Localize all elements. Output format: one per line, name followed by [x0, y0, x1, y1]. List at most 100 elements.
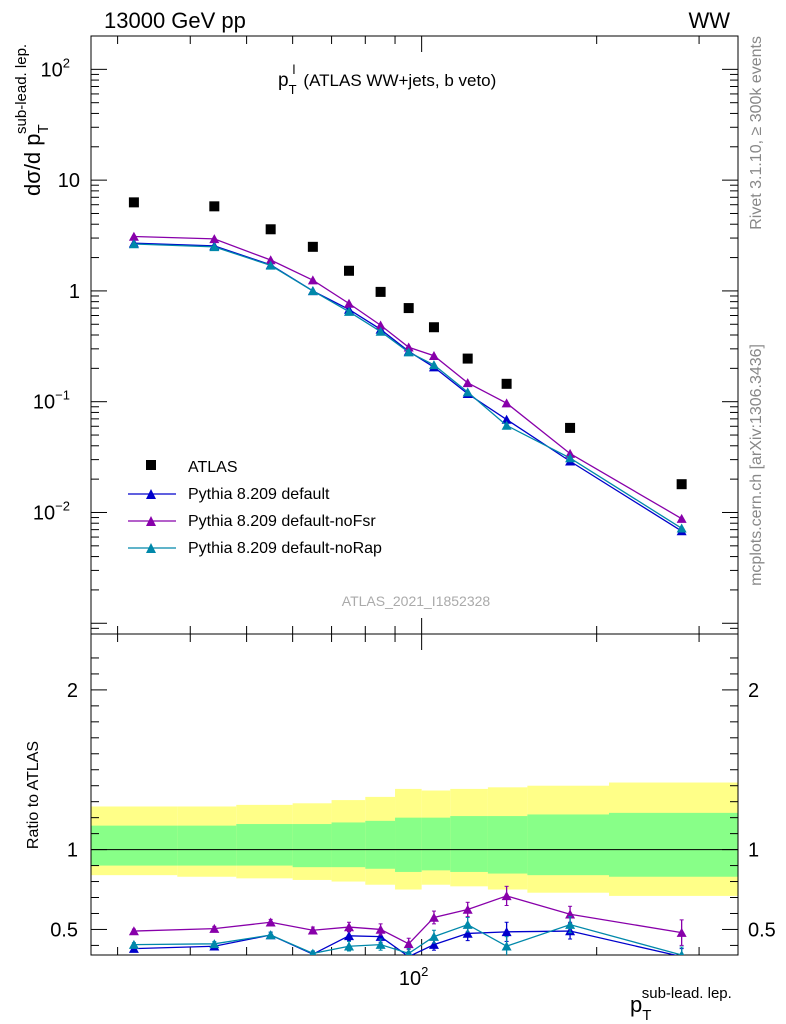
ratio-data-point: [462, 928, 473, 938]
band-green-segment: [331, 822, 366, 868]
mc-data-point: [501, 414, 512, 424]
ratio-tick-label-right: 2: [748, 680, 759, 702]
legend-marker-default: [146, 489, 156, 499]
ratio-data-point: [403, 939, 414, 949]
side-label-lower: mcplots.cern.ch [arXiv:1306.3436]: [748, 344, 765, 586]
mc-data-point: [343, 306, 354, 316]
ratio-data-point: [565, 919, 576, 929]
ratio-data-point: [265, 930, 276, 940]
mc-data-point: [501, 398, 512, 408]
ratio-series-line: [133, 895, 682, 945]
mc-data-point: [462, 378, 473, 388]
main-title-p: p: [278, 70, 289, 91]
x-axis-label: pTsub-lead. lep.: [630, 985, 732, 1024]
mc-series-line: [133, 235, 682, 520]
ratio-series-group: [128, 885, 687, 955]
ratio-data-point: [462, 904, 473, 914]
legend-marker-atlas: [146, 460, 156, 470]
ratio-data-point: [375, 924, 386, 934]
ratio-data-point: [501, 891, 512, 901]
x-axis-label-sub: T: [642, 1007, 651, 1024]
atlas-data-point: [403, 303, 414, 314]
ratio-data-point: [462, 919, 473, 929]
y-tick-label: 10−2: [33, 498, 70, 524]
legend-marker-nofsr: [146, 516, 156, 526]
band-green-segment: [450, 816, 488, 872]
y-axis-label-main: dσ/d p: [20, 133, 45, 196]
ratio-axis-label: Ratio to ATLAS: [25, 741, 42, 849]
mc-data-point: [565, 453, 576, 463]
mc-data-point: [307, 275, 318, 285]
ratio-data-point: [428, 912, 439, 922]
legend-marker-norap: [146, 543, 156, 553]
data-marks: [128, 197, 687, 955]
ratio-panel: [91, 782, 738, 896]
y-axis-label-sub: T: [35, 124, 52, 133]
ratio-tick-label-left: 2: [67, 680, 78, 702]
y-axis-label: dσ/d pTsub-lead. lep.: [13, 44, 52, 196]
ratio-data-point: [679, 950, 685, 955]
ratio-data-point: [209, 939, 220, 949]
watermark: ATLAS_2021_I1852328: [342, 593, 491, 609]
atlas-data-point: [265, 224, 276, 235]
ratio-data-point: [209, 923, 220, 933]
main-title-sup: l: [293, 62, 296, 77]
band-green-segment: [177, 825, 237, 866]
y-axis-label-sup: sub-lead. lep.: [13, 44, 30, 134]
atlas-data-point: [307, 241, 318, 252]
mc-data-point: [403, 342, 414, 352]
legend-entry-norap: Pythia 8.209 default-noRap: [188, 540, 382, 557]
atlas-data-point: [501, 378, 512, 389]
ratio-data-point: [307, 925, 318, 935]
ratio-data-point: [343, 941, 354, 951]
mc-data-point: [403, 347, 414, 357]
side-label-upper: Rivet 3.1.10, ≥ 300k events: [748, 36, 765, 230]
band-green-segment: [292, 824, 332, 868]
band-green-segment: [609, 812, 738, 877]
header-left: 13000 GeV pp: [104, 8, 246, 33]
ratio-data-point: [405, 948, 413, 955]
ratio-data-point: [309, 948, 317, 955]
main-title-sub: T: [289, 82, 297, 97]
ratio-series-line: [133, 923, 682, 955]
mc-data-point: [128, 239, 139, 249]
x-tick-label: 102: [399, 964, 428, 990]
lower-frame: [90, 633, 739, 956]
ratio-tick-label-left: 0.5: [50, 919, 78, 941]
mc-data-point: [462, 387, 473, 397]
ratio-data-point: [501, 927, 512, 937]
main-title: pTl (ATLAS WW+jets, b veto): [278, 62, 496, 97]
mc-series-line: [133, 243, 682, 529]
mc-data-point: [676, 513, 687, 523]
mc-data-point: [428, 350, 439, 360]
ratio-data-point: [343, 922, 354, 932]
atlas-data-point: [375, 286, 386, 297]
ratio-tick-label-right: 0.5: [748, 919, 776, 941]
atlas-data-point: [428, 322, 439, 333]
ratio-data-point: [375, 939, 386, 949]
ratio-tick-label-right: 1: [748, 840, 759, 862]
ratio-data-point: [128, 939, 139, 949]
ratio-data-point: [565, 909, 576, 919]
y-tick-label: 102: [41, 55, 70, 81]
legend-entry-atlas: ATLAS: [188, 459, 238, 476]
band-green-segment: [236, 824, 293, 866]
ratio-data-point: [501, 941, 512, 951]
ratio-data-point: [428, 931, 439, 941]
axes-ticks: 102 10−2 10−1 1 10 102 0.5 0.5 1 1 2 2: [33, 35, 776, 990]
ratio-data-point: [128, 926, 139, 936]
mc-data-point: [375, 326, 386, 336]
atlas-data-point: [343, 265, 354, 276]
band-green-segment: [421, 817, 451, 871]
y-tick-label: 10−1: [33, 388, 70, 414]
atlas-data-point: [462, 353, 473, 364]
band-green-segment: [91, 825, 178, 866]
mc-data-point: [265, 260, 276, 270]
atlas-data-point: [676, 479, 687, 490]
band-green-segment: [527, 814, 610, 876]
legend-entry-nofsr: Pythia 8.209 default-noFsr: [188, 513, 376, 530]
band-green-segment: [395, 817, 422, 872]
mc-data-point: [428, 360, 439, 370]
band-green-segment: [487, 816, 528, 874]
